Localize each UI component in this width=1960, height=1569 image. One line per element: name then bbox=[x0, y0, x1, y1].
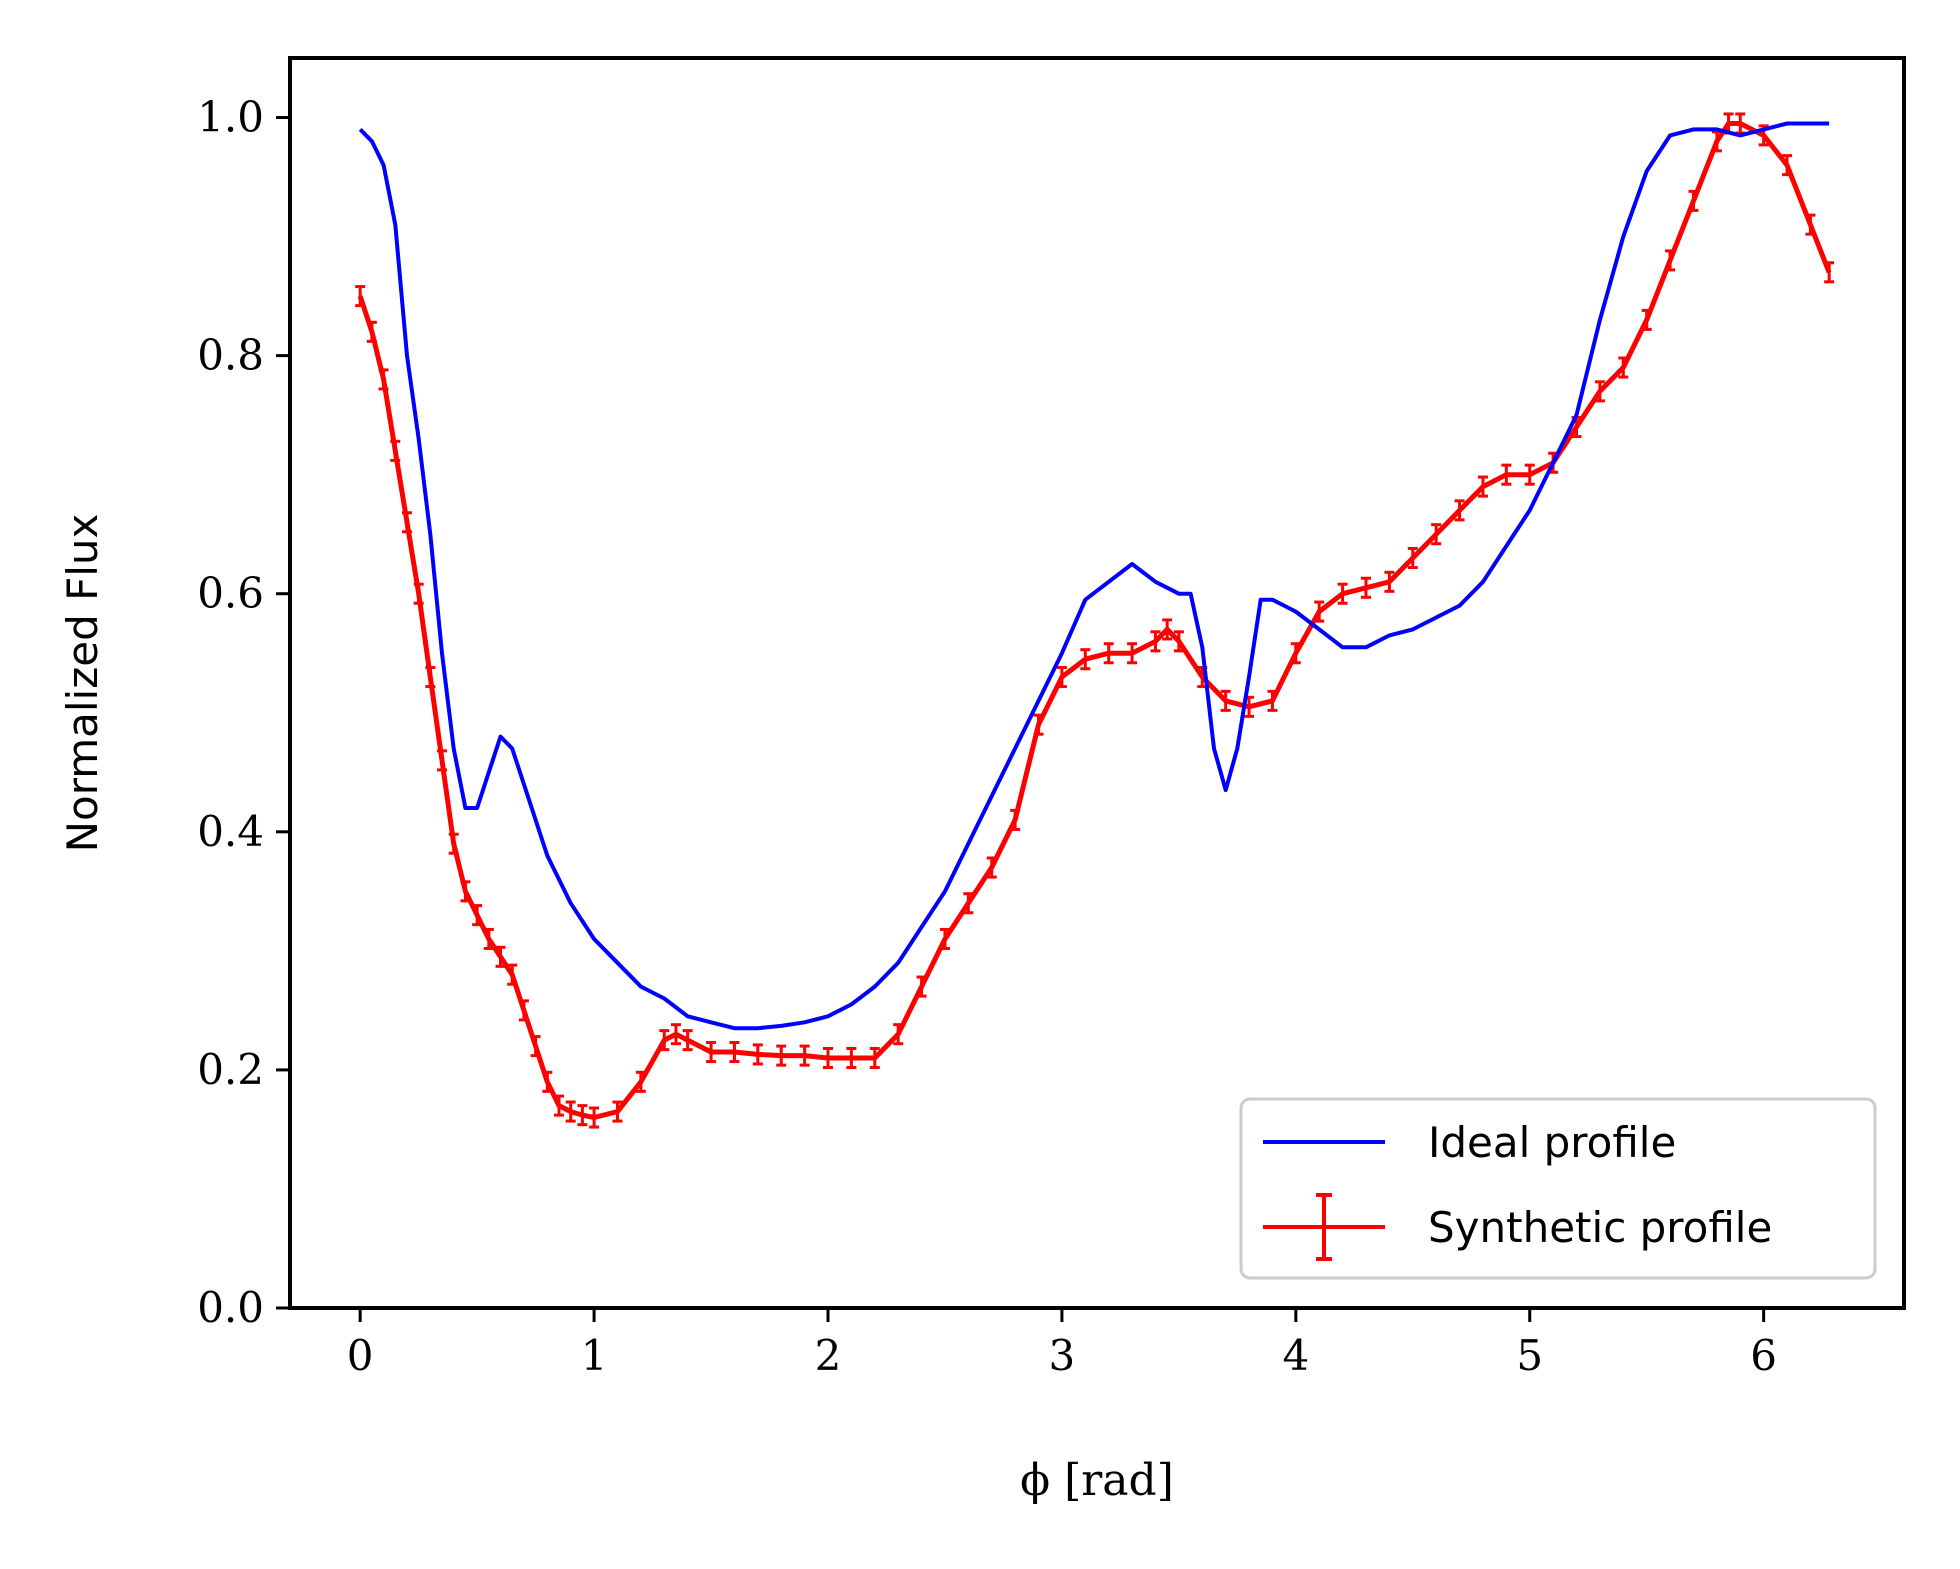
synthetic-profile-line bbox=[357, 121, 1832, 1120]
x-tick-label: 0 bbox=[347, 1331, 374, 1380]
series-layer bbox=[355, 112, 1835, 1129]
axis-layer: 0 1 2 3 4 5 6 0.0 0.2 0.4 0.6 0.8 1.0 bbox=[197, 93, 1777, 1380]
legend: Ideal profile Synthetic profile bbox=[1239, 1097, 1877, 1280]
y-tick-label: 0.4 bbox=[197, 807, 264, 856]
x-tick-label: 4 bbox=[1282, 1331, 1309, 1380]
x-tick-label: 6 bbox=[1750, 1331, 1777, 1380]
y-tick-label: 0.0 bbox=[197, 1283, 264, 1332]
legend-ideal-label: Ideal profile bbox=[1428, 1118, 1676, 1167]
x-tick-label: 2 bbox=[815, 1331, 842, 1380]
y-tick-label: 0.2 bbox=[197, 1045, 264, 1094]
x-tick-label: 3 bbox=[1049, 1331, 1076, 1380]
x-tick-label: 1 bbox=[581, 1331, 608, 1380]
plot-frame bbox=[288, 56, 1906, 1310]
y-tick-label: 0.6 bbox=[197, 569, 264, 618]
x-tick-label: 5 bbox=[1516, 1331, 1543, 1380]
y-axis-label: Normalized Flux bbox=[58, 514, 107, 853]
y-tick-label: 1.0 bbox=[197, 93, 264, 142]
y-tick-label: 0.8 bbox=[197, 331, 264, 380]
x-axis-label: ϕ [rad] bbox=[1020, 1455, 1174, 1506]
series-synthetic-profile bbox=[355, 112, 1835, 1129]
series-ideal-profile bbox=[358, 121, 1830, 1031]
legend-box bbox=[1239, 1097, 1877, 1280]
legend-synthetic-label: Synthetic profile bbox=[1428, 1203, 1772, 1252]
